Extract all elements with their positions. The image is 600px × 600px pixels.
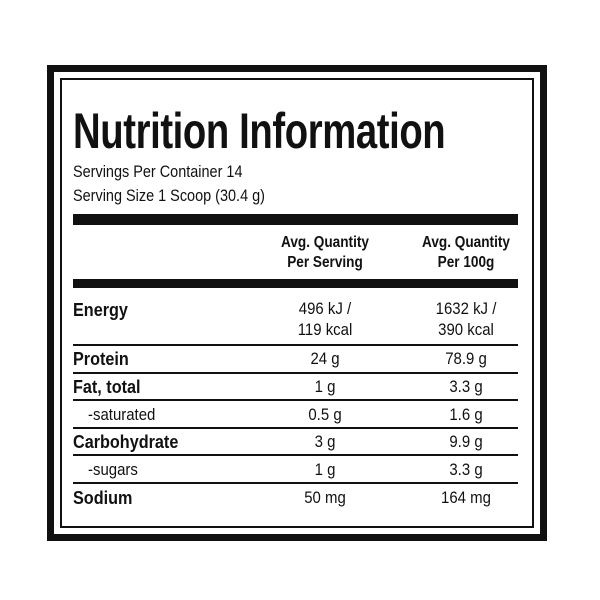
cell: 496 kJ /: [298, 299, 352, 318]
cell: 0.5 g: [308, 405, 342, 424]
row-divider: [73, 344, 518, 346]
cell: 1632 kJ /: [435, 299, 497, 318]
row-label: Energy: [73, 300, 128, 320]
column-header: Per Serving: [287, 254, 363, 271]
row-divider: [73, 482, 518, 484]
row-divider: [73, 372, 518, 374]
row-label: Sodium: [73, 488, 133, 508]
row-divider: [73, 399, 518, 401]
cell: 1.6 g: [449, 405, 483, 424]
cell: 164 mg: [441, 488, 491, 507]
column-header: Per 100g: [437, 254, 495, 271]
thick-divider: [73, 279, 518, 288]
cell: 3.3 g: [449, 460, 483, 479]
column-header: Avg. Quantity: [422, 234, 510, 251]
row-divider: [73, 454, 518, 456]
cell: 390 kcal: [438, 320, 494, 339]
row-label: -sugars: [88, 460, 138, 479]
row-label: Carbohydrate: [73, 432, 179, 452]
thick-divider: [73, 214, 518, 225]
row-label: -saturated: [88, 405, 156, 424]
row-label: Fat, total: [73, 377, 141, 397]
outer-border: [47, 65, 547, 541]
cell: 78.9 g: [445, 349, 487, 368]
cell: 119 kcal: [297, 320, 353, 339]
row-label: Protein: [73, 349, 129, 369]
cell: 24 g: [310, 349, 340, 368]
cell: 1 g: [314, 377, 336, 396]
column-header: Avg. Quantity: [281, 234, 369, 251]
cell: 1 g: [314, 460, 336, 479]
inner-border: [60, 78, 534, 528]
row-divider: [73, 427, 518, 429]
cell: 50 mg: [304, 488, 346, 507]
cell: 3.3 g: [449, 377, 483, 396]
servings-per-container: Servings Per Container 14: [73, 162, 243, 181]
cell: 3 g: [314, 432, 336, 451]
title: Nutrition Information: [73, 103, 446, 159]
cell: 9.9 g: [449, 432, 483, 451]
serving-size: Serving Size 1 Scoop (30.4 g): [73, 186, 265, 205]
